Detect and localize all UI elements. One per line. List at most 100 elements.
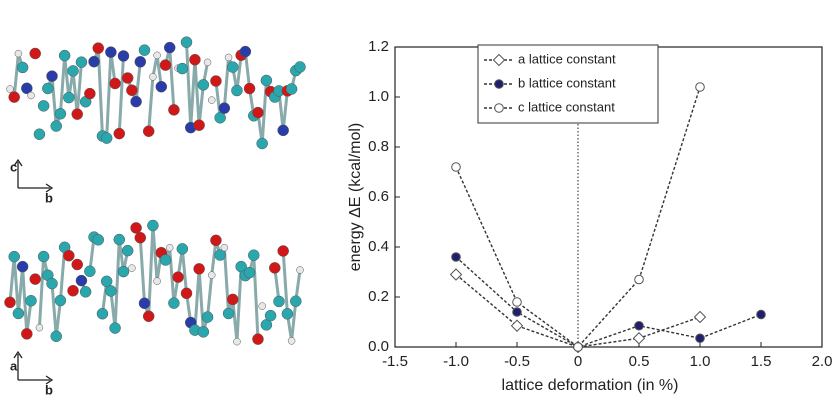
arrow-head [14, 160, 52, 192]
atom [278, 245, 289, 256]
atom [38, 100, 49, 111]
atom [105, 47, 116, 58]
x-tick-label: 2.0 [812, 353, 833, 370]
atom [118, 50, 129, 61]
atom [114, 234, 125, 245]
bond [107, 52, 111, 138]
atom [147, 220, 158, 231]
bond [52, 76, 56, 126]
atom [194, 263, 205, 274]
bond [199, 269, 203, 332]
series-line [456, 87, 700, 347]
y-tick-label: 1.0 [368, 88, 389, 105]
panel-axis-label: a [10, 358, 18, 373]
atom [42, 83, 53, 94]
atom [17, 261, 28, 272]
atom [154, 52, 161, 59]
atom [21, 328, 32, 339]
atom [202, 312, 213, 323]
atom [215, 112, 226, 123]
atom [97, 308, 108, 319]
atom [72, 109, 83, 120]
atom [282, 308, 293, 319]
x-tick-label: -1.5 [382, 353, 408, 370]
atom [34, 129, 45, 140]
atom [177, 63, 188, 74]
atom [168, 104, 179, 115]
atom [233, 338, 240, 345]
atom [227, 62, 238, 73]
atom [223, 308, 234, 319]
atom [5, 297, 16, 308]
marker [574, 343, 583, 352]
atom [269, 262, 280, 273]
atom [189, 54, 200, 65]
bond [140, 238, 144, 304]
figure: c b a b 0.00.20.40.60.81.01.2-1.5-1.0-0.… [0, 0, 840, 400]
bond [208, 275, 212, 317]
bond [14, 54, 18, 98]
atom [173, 272, 184, 283]
atom [297, 266, 304, 273]
marker [512, 320, 523, 331]
atom [240, 46, 251, 57]
bond [52, 284, 56, 337]
x-axis-label: lattice deformation (in %) [502, 377, 679, 394]
atom [110, 323, 121, 334]
atom [259, 303, 266, 310]
atom [7, 86, 14, 93]
atom [89, 56, 100, 67]
atom [122, 73, 133, 84]
atom [47, 71, 58, 82]
atom [131, 222, 142, 233]
x-tick-label: 0 [574, 353, 582, 370]
bond [199, 85, 203, 125]
atom [219, 103, 230, 114]
marker [696, 334, 705, 343]
atom [257, 138, 268, 149]
bond [39, 257, 43, 328]
y-tick-label: 0.2 [368, 288, 389, 305]
marker [634, 333, 645, 344]
bond [292, 301, 296, 341]
atom [84, 88, 95, 99]
atom [105, 285, 116, 296]
atom [244, 83, 255, 94]
atom [181, 37, 192, 48]
atom [84, 266, 95, 277]
atom [51, 121, 62, 132]
atom [204, 59, 211, 66]
atom [17, 62, 28, 73]
atom [278, 125, 289, 136]
atom [288, 337, 295, 344]
atom [101, 276, 112, 287]
atom [28, 92, 35, 99]
x-tick-label: -1.0 [443, 353, 469, 370]
legend-marker [495, 104, 504, 113]
atom [210, 76, 221, 87]
atom [261, 75, 272, 86]
atom [143, 311, 154, 322]
marker [695, 312, 706, 323]
page: c b a b 0.00.20.40.60.81.01.2-1.5-1.0-0.… [0, 0, 840, 405]
atom [231, 85, 242, 96]
atom [110, 78, 121, 89]
atom [198, 326, 209, 337]
bond [136, 62, 140, 102]
atom [295, 61, 306, 72]
axis-arrow [18, 354, 50, 380]
atom [93, 234, 104, 245]
atom [9, 251, 20, 262]
axis-arrow [18, 162, 50, 188]
marker [757, 310, 766, 319]
y-tick-label: 0.4 [368, 238, 389, 255]
atom [210, 235, 221, 246]
atom [135, 56, 146, 67]
atom [154, 278, 161, 285]
atom [139, 45, 150, 56]
atom [252, 334, 263, 345]
legend-label: b lattice constant [518, 75, 616, 90]
atom [68, 285, 79, 296]
atom [160, 60, 171, 71]
atom [128, 265, 135, 272]
